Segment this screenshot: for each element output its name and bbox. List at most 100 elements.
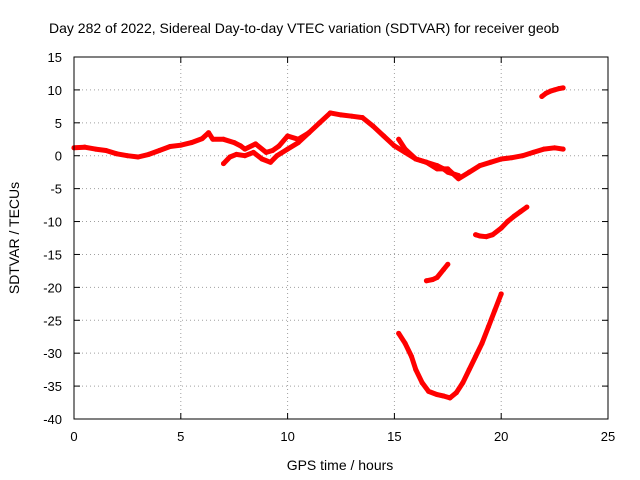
data-point	[396, 330, 402, 336]
x-axis-label: GPS time / hours	[287, 457, 394, 473]
data-point	[306, 130, 312, 136]
data-point	[349, 113, 355, 119]
data-point	[547, 88, 553, 94]
y-tick-label: 0	[55, 149, 62, 164]
y-tick-label: 5	[55, 116, 62, 131]
data-point	[82, 144, 88, 150]
y-tick-label: 10	[48, 83, 62, 98]
data-point	[391, 143, 397, 149]
x-tick-label: 15	[387, 429, 401, 444]
data-point	[445, 261, 451, 267]
data-point	[413, 156, 419, 162]
data-point	[441, 166, 447, 172]
data-point	[552, 145, 558, 151]
data-point	[434, 163, 440, 169]
data-point	[560, 146, 566, 152]
data-point	[419, 380, 425, 386]
data-point	[479, 340, 485, 346]
data-point	[552, 87, 558, 93]
data-point	[327, 110, 333, 116]
y-tick-label: -35	[43, 379, 62, 394]
data-point	[276, 143, 282, 149]
data-point	[453, 390, 459, 396]
data-point	[488, 159, 494, 165]
data-point	[231, 140, 237, 146]
data-point	[370, 123, 376, 129]
data-point	[206, 130, 212, 136]
y-tick-label: -10	[43, 215, 62, 230]
x-tick-label: 20	[494, 429, 508, 444]
data-point	[543, 90, 549, 96]
data-point	[263, 149, 269, 155]
data-point	[103, 147, 109, 153]
x-tick-label: 25	[601, 429, 615, 444]
data-point	[402, 146, 408, 152]
plot-frame	[73, 56, 609, 420]
data-point	[423, 159, 429, 165]
data-point	[114, 151, 120, 157]
data-point	[520, 153, 526, 159]
data-point	[517, 209, 523, 215]
data-point	[295, 140, 301, 146]
y-tick-label: -20	[43, 280, 62, 295]
data-point	[221, 136, 227, 142]
data-point	[270, 147, 276, 153]
data-point	[498, 156, 504, 162]
data-point	[509, 155, 515, 161]
y-axis-label: SDTVAR / TECUs	[6, 182, 22, 294]
data-point	[430, 276, 436, 282]
data-point	[485, 324, 491, 330]
y-tick-label: -40	[43, 412, 62, 427]
data-point	[253, 141, 259, 147]
data-point	[146, 151, 152, 157]
data-point	[441, 267, 447, 273]
data-point	[167, 144, 173, 150]
data-point	[413, 367, 419, 373]
data-point	[178, 142, 184, 148]
data-point	[92, 146, 98, 152]
data-point	[227, 154, 233, 160]
data-point	[447, 395, 453, 401]
y-tick-label: -30	[43, 346, 62, 361]
data-point	[511, 213, 517, 219]
data-point	[359, 115, 365, 121]
data-point	[505, 219, 511, 225]
x-tick-label: 10	[280, 429, 294, 444]
data-point	[317, 120, 323, 126]
data-point	[490, 232, 496, 238]
data-point	[434, 392, 440, 398]
data-point	[426, 388, 432, 394]
data-point	[524, 204, 530, 210]
data-point	[492, 307, 498, 313]
data-point	[466, 367, 472, 373]
x-tick-label: 5	[177, 429, 184, 444]
data-point	[274, 153, 280, 159]
data-point	[441, 393, 447, 399]
data-point	[473, 353, 479, 359]
data-point	[460, 380, 466, 386]
data-point	[498, 291, 504, 297]
y-tick-label: -15	[43, 247, 62, 262]
data-point	[381, 133, 387, 139]
data-point	[466, 169, 472, 175]
data-point	[221, 161, 227, 167]
y-tick-label: -25	[43, 313, 62, 328]
chart-title: Day 282 of 2022, Sidereal Day-to-day VTE…	[49, 20, 559, 36]
data-point	[396, 136, 402, 142]
data-point	[242, 153, 248, 159]
data-point	[259, 156, 265, 162]
data-point	[434, 274, 440, 280]
data-point	[455, 172, 461, 178]
data-point	[539, 93, 545, 99]
data-point	[285, 133, 291, 139]
data-point	[156, 147, 162, 153]
y-tick-label: 15	[48, 50, 62, 65]
data-point	[188, 140, 194, 146]
data-point	[124, 153, 130, 159]
x-tick-label: 0	[70, 429, 77, 444]
tick-layer: 0 5 10 15 20 25 15 10 5 0 -5 -10 -15 -20 -25 -30 -35 -40	[43, 50, 615, 444]
data-point	[498, 225, 504, 231]
data-point	[233, 151, 239, 157]
data-point	[268, 159, 274, 165]
